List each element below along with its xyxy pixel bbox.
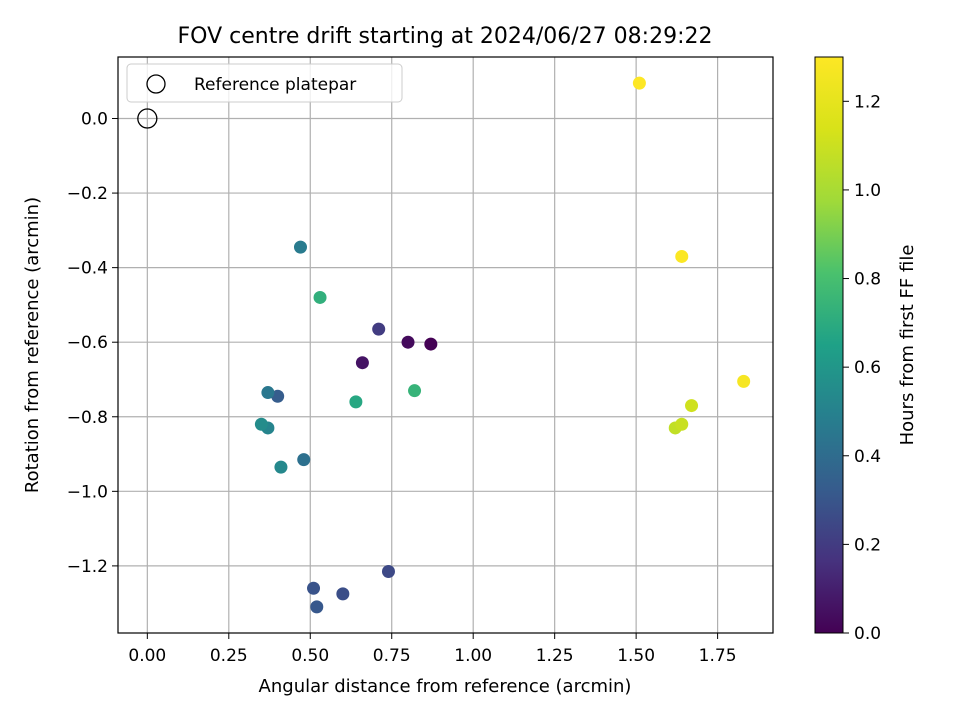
data-point xyxy=(675,249,689,263)
data-point xyxy=(381,564,395,578)
grid xyxy=(118,57,773,633)
data-point xyxy=(372,322,386,336)
y-axis-label: Rotation from reference (arcmin) xyxy=(22,197,43,493)
x-tick-label: 1.00 xyxy=(454,646,492,666)
data-points xyxy=(137,76,751,614)
data-point xyxy=(310,600,324,614)
data-point xyxy=(313,290,327,304)
y-tick-label: 0.0 xyxy=(81,110,108,130)
y-tick-label: −1.0 xyxy=(67,482,108,502)
x-tick-label: 0.00 xyxy=(128,646,166,666)
x-axis-ticks: 0.00 0.25 0.50 0.75 1.00 1.25 1.50 1.75 xyxy=(128,633,737,666)
y-tick-label: −1.2 xyxy=(67,557,108,577)
plot-frame xyxy=(117,56,774,634)
data-point xyxy=(737,374,751,388)
colorbar: 0.0 0.2 0.4 0.6 0.8 1.0 1.2 Hours from first F… xyxy=(814,56,918,644)
data-point xyxy=(685,399,699,413)
data-point xyxy=(297,453,311,467)
data-point xyxy=(632,76,646,90)
colorbar-tick-label: 0.2 xyxy=(854,535,881,555)
data-point xyxy=(293,240,307,254)
x-tick-label: 1.75 xyxy=(699,646,737,666)
data-point xyxy=(349,395,363,409)
y-tick-label: −0.8 xyxy=(67,408,108,428)
colorbar-ticks: 0.0 0.2 0.4 0.6 0.8 1.0 1.2 xyxy=(843,92,881,644)
legend-label: Reference platepar xyxy=(194,75,356,95)
y-tick-label: −0.6 xyxy=(67,333,108,353)
y-tick-label: −0.4 xyxy=(67,259,108,279)
y-axis-ticks: 0.0 −0.2 −0.4 −0.6 −0.8 −1.0 −1.2 xyxy=(67,110,118,577)
data-point xyxy=(274,460,288,474)
data-point xyxy=(261,386,275,400)
data-point xyxy=(336,587,350,601)
legend-marker xyxy=(146,74,166,94)
data-point xyxy=(355,356,369,370)
legend-box xyxy=(126,63,403,103)
colorbar-gradient xyxy=(814,56,844,634)
data-point xyxy=(254,417,268,431)
colorbar-tick-label: 0.0 xyxy=(854,624,881,644)
data-point xyxy=(401,335,415,349)
x-tick-label: 0.25 xyxy=(210,646,248,666)
legend: Reference platepar xyxy=(126,63,403,103)
reference-marker xyxy=(137,108,158,129)
x-tick-label: 0.50 xyxy=(291,646,329,666)
x-tick-label: 1.25 xyxy=(536,646,574,666)
data-point xyxy=(307,581,321,595)
x-tick-label: 1.50 xyxy=(617,646,655,666)
y-tick-label: −0.2 xyxy=(67,184,108,204)
colorbar-tick-label: 0.6 xyxy=(854,358,881,378)
data-point xyxy=(408,384,422,398)
data-point xyxy=(675,417,689,431)
colorbar-label: Hours from first FF file xyxy=(897,245,918,446)
colorbar-tick-label: 0.4 xyxy=(854,447,881,467)
colorbar-tick-label: 1.2 xyxy=(854,92,881,112)
chart-title: FOV centre drift starting at 2024/06/27 … xyxy=(178,24,713,49)
x-axis-label: Angular distance from reference (arcmin) xyxy=(259,676,632,697)
x-tick-label: 0.75 xyxy=(373,646,411,666)
colorbar-tick-label: 0.8 xyxy=(854,270,881,290)
data-point xyxy=(271,389,285,403)
colorbar-tick-label: 1.0 xyxy=(854,181,881,201)
data-point xyxy=(424,337,438,351)
